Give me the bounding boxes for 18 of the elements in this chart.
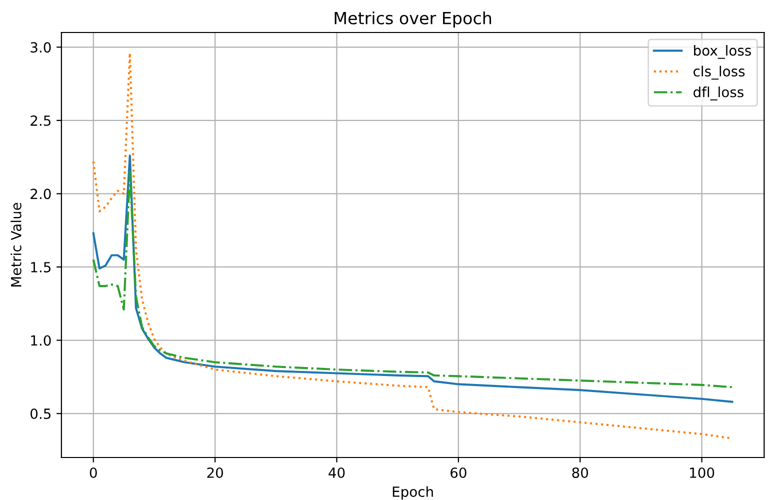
x-tick-label: 0 (90, 467, 97, 478)
x-tick-label: 80 (572, 467, 588, 478)
y-tick-label: 2.0 (30, 188, 51, 200)
legend-label: dfl_loss (694, 86, 744, 100)
x-tick-label: 100 (690, 467, 714, 478)
x-tick-label: 40 (328, 467, 345, 478)
y-axis-title: Metric Value (10, 202, 22, 287)
y-tick-label: 1.0 (31, 335, 51, 346)
x-tick-label: 60 (450, 467, 466, 478)
legend-label: box_loss (694, 45, 751, 59)
x-tick-label: 20 (207, 467, 223, 478)
chart-title: Metrics over Epoch (334, 12, 492, 28)
x-axis-title: Epoch (392, 486, 433, 500)
y-tick-label: 2.5 (30, 115, 51, 126)
y-tick-label: 1.5 (31, 262, 51, 272)
legend-label: cls_loss (694, 66, 745, 80)
y-tick-label: 3.0 (30, 42, 51, 53)
y-tick-label: 0.5 (30, 408, 51, 420)
